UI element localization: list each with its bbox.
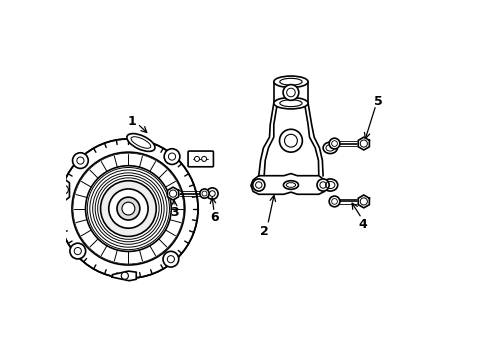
Circle shape	[283, 85, 298, 100]
Circle shape	[122, 202, 135, 215]
Ellipse shape	[273, 76, 307, 87]
Text: 6: 6	[209, 211, 218, 224]
Text: 4: 4	[357, 218, 366, 231]
Circle shape	[121, 272, 128, 279]
Circle shape	[60, 185, 68, 194]
Circle shape	[201, 157, 206, 161]
Circle shape	[85, 166, 171, 251]
Polygon shape	[358, 195, 368, 208]
Circle shape	[72, 153, 88, 168]
Circle shape	[279, 129, 302, 152]
Circle shape	[200, 189, 209, 198]
Polygon shape	[43, 185, 52, 195]
Text: 5: 5	[373, 95, 382, 108]
Circle shape	[252, 179, 264, 191]
Ellipse shape	[323, 142, 337, 154]
Circle shape	[59, 139, 198, 278]
Polygon shape	[304, 103, 323, 176]
Circle shape	[108, 189, 148, 228]
Ellipse shape	[273, 98, 307, 109]
Text: 1: 1	[127, 114, 136, 127]
Polygon shape	[250, 174, 326, 194]
Circle shape	[316, 179, 328, 191]
Circle shape	[328, 138, 339, 149]
Circle shape	[328, 196, 339, 207]
Circle shape	[70, 243, 85, 259]
Circle shape	[101, 181, 156, 237]
Text: 2: 2	[259, 225, 268, 238]
Polygon shape	[358, 137, 368, 150]
Ellipse shape	[126, 134, 155, 152]
Circle shape	[72, 152, 184, 265]
Circle shape	[194, 157, 199, 161]
Ellipse shape	[322, 179, 337, 191]
Circle shape	[163, 251, 179, 267]
Polygon shape	[258, 103, 277, 176]
Polygon shape	[167, 187, 178, 200]
Circle shape	[117, 197, 140, 220]
Text: 3: 3	[170, 206, 179, 219]
Polygon shape	[59, 179, 69, 201]
Polygon shape	[112, 271, 136, 281]
FancyBboxPatch shape	[188, 151, 213, 167]
Circle shape	[206, 188, 218, 199]
Ellipse shape	[283, 181, 298, 189]
Circle shape	[164, 149, 180, 165]
